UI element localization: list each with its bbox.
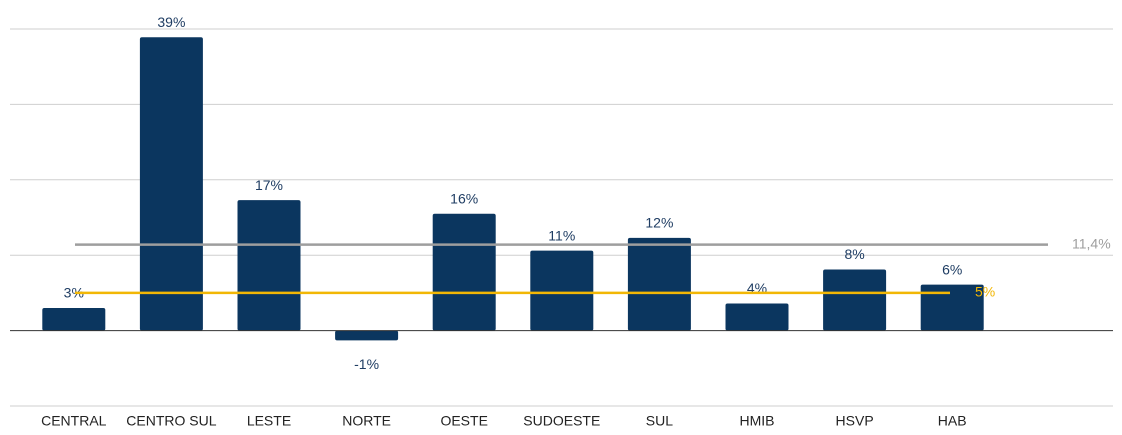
value-label: 8% [844,246,864,262]
bar [335,330,399,341]
bar [42,307,106,331]
x-tick-label: CENTRAL [41,413,107,429]
x-tick-label: HSVP [836,413,874,429]
x-tick-label: SUL [646,413,673,429]
value-label: 6% [942,261,962,277]
bar [725,303,789,331]
x-tick-label: SUDOESTE [523,413,600,429]
bar [139,37,203,331]
reference-label: 5% [975,284,995,300]
bar [237,200,301,331]
value-label: 12% [645,215,673,231]
x-tick-label: NORTE [342,413,391,429]
x-tick-label: HAB [938,413,967,429]
x-tick-label: OESTE [440,413,487,429]
value-label: -1% [354,356,379,372]
bar [530,250,594,331]
bar [432,213,496,331]
bar [823,269,887,331]
x-tick-label: HMIB [740,413,775,429]
x-tick-label: CENTRO SUL [126,413,216,429]
x-tick-label: LESTE [247,413,291,429]
value-label: 39% [157,14,185,30]
bar [627,237,691,331]
value-label: 17% [255,177,283,193]
value-label: 11% [548,227,575,243]
bar [920,284,984,331]
value-label: 16% [450,190,478,206]
reference-label: 11,4% [1072,235,1111,251]
value-label: 3% [64,285,84,301]
